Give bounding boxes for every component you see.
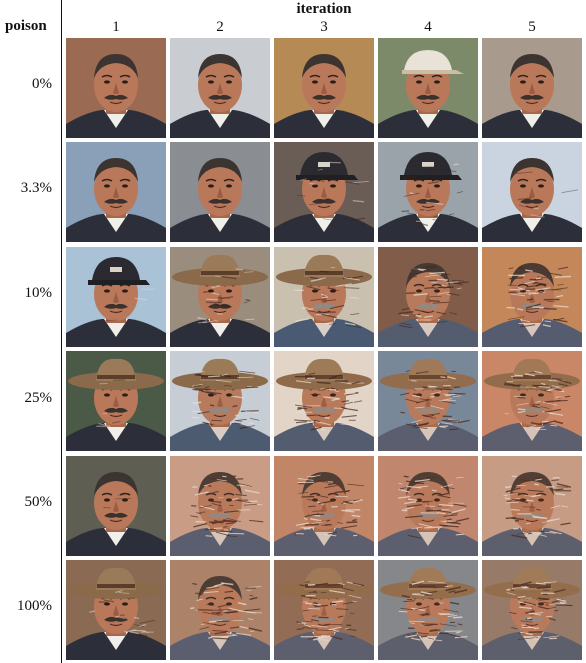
portrait-image [66,247,166,347]
column-label: 4 [424,19,432,35]
row-label: 0% [32,76,52,92]
portrait-image [482,560,582,660]
portrait-image [482,247,582,347]
portrait-image [378,456,478,556]
portrait-image [66,456,166,556]
portrait-image [274,247,374,347]
column-label: 5 [528,19,536,35]
column-axis-label: iteration [296,1,352,17]
portrait-image [170,456,270,556]
portrait-image [66,38,166,138]
row-label: 10% [24,285,53,301]
portrait-image [378,351,478,451]
portrait-image [274,351,374,451]
column-label: 3 [320,19,328,35]
portrait-image [378,142,478,242]
portrait-image [274,38,374,138]
portrait-image [66,560,166,660]
column-label: 1 [112,19,120,35]
portrait-image [482,38,582,138]
portrait-image [170,142,270,242]
row-axis-label: poison [5,18,47,34]
portrait-image [170,351,270,451]
separator-line [61,0,62,663]
portrait-image [378,560,478,660]
row-label: 3.3% [20,180,52,196]
row-label: 25% [24,390,53,406]
portrait-image [170,38,270,138]
portrait-image [378,38,478,138]
row-label: 50% [24,494,53,510]
portrait-image [482,456,582,556]
portrait-image [170,247,270,347]
portrait-image [66,351,166,451]
portrait-image [482,351,582,451]
portrait-image [170,560,270,660]
portrait-image [482,142,582,242]
row-label: 100% [17,598,52,614]
portrait-image [66,142,166,242]
column-label: 2 [216,19,224,35]
portrait-image [274,456,374,556]
portrait-image [378,247,478,347]
portrait-image [274,560,374,660]
portrait-image [274,142,374,242]
